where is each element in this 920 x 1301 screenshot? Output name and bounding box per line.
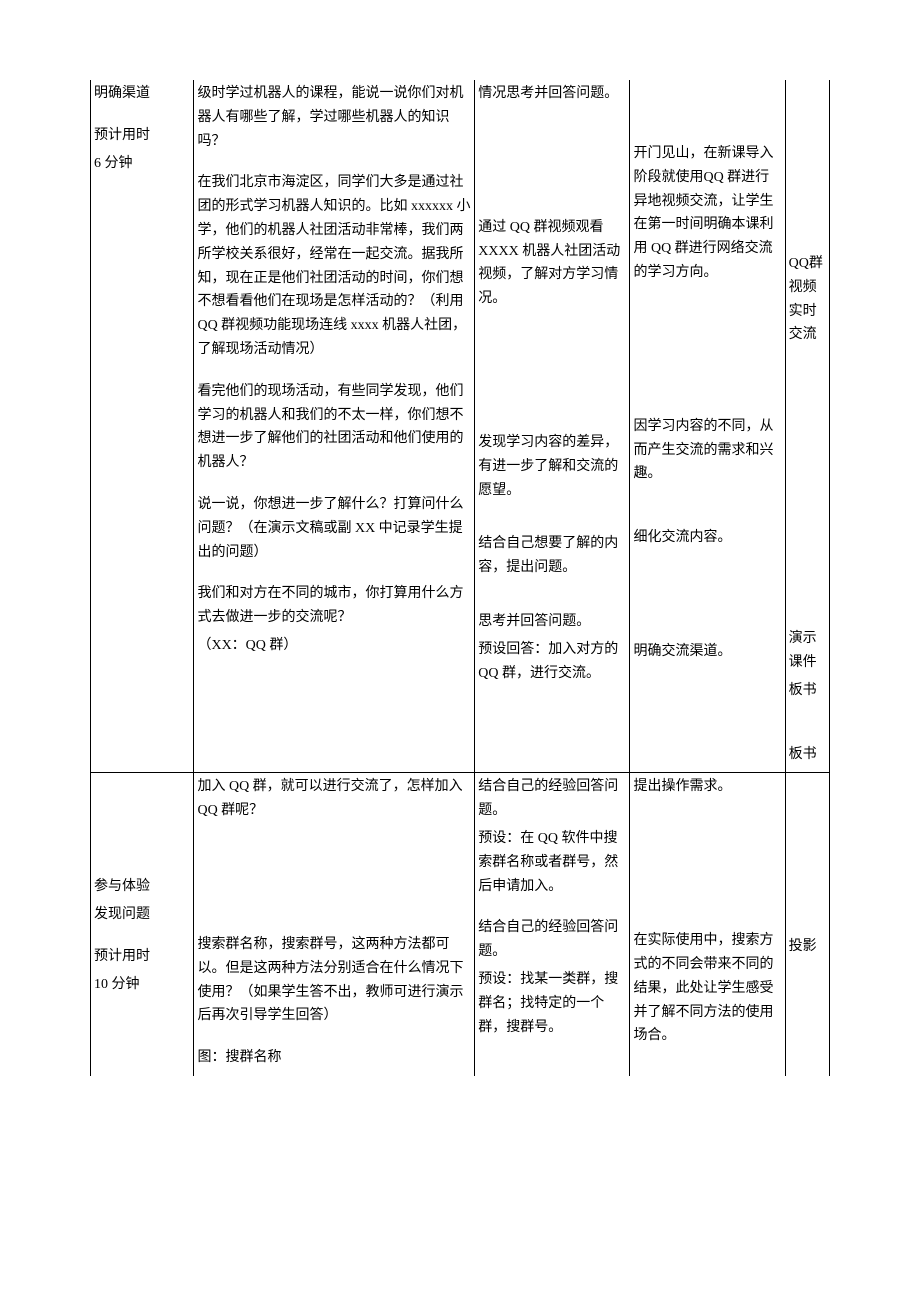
stage-time-value: 6 分钟: [94, 152, 190, 176]
para: 在我们北京市海淀区，同学们大多是通过社团的形式学习机器人知识的。比如 xxxxx…: [197, 171, 471, 361]
para: 情况思考并回答问题。: [478, 82, 626, 106]
document-page: 明确渠道 预计用时 6 分钟 级时学过机器人的课程，能说一说你们对机器人有哪些了…: [0, 0, 920, 1136]
stage-time-value: 10 分钟: [94, 973, 190, 997]
stage-label: 明确渠道: [94, 82, 190, 106]
para: 级时学过机器人的课程，能说一说你们对机器人有哪些了解，学过哪些机器人的知识吗？: [197, 82, 471, 153]
para: 在实际使用中，搜索方式的不同会带来不同的结果，此处让学生感受并了解不同方法的使用…: [633, 929, 781, 1048]
para: 我们和对方在不同的城市，你打算用什么方式去做进一步的交流呢？: [197, 582, 471, 630]
design-intent-cell: 开门见山，在新课导入阶段就使用QQ 群进行异地视频交流，让学生在第一时间明确本课…: [630, 80, 785, 773]
table-row: 参与体验 发现问题 预计用时 10 分钟 加入 QQ 群，就可以进行交流了，怎样…: [91, 773, 830, 1076]
para: 因学习内容的不同，从而产生交流的需求和兴趣。: [633, 415, 781, 486]
para: 思考并回答问题。: [478, 610, 626, 634]
student-activity-cell: 结合自己的经验回答问题。 预设：在 QQ 软件中搜索群名称或者群号，然后申请加入…: [475, 773, 630, 1076]
para: 板书: [789, 743, 826, 767]
student-activity-cell: 情况思考并回答问题。 通过 QQ 群视频观看 XXXX 机器人社团活动视频，了解…: [475, 80, 630, 773]
para: QQ群视频实时交流: [789, 252, 826, 347]
stage-label: 参与体验: [94, 875, 190, 899]
design-intent-cell: 提出操作需求。 在实际使用中，搜索方式的不同会带来不同的结果，此处让学生感受并了…: [630, 773, 785, 1076]
stage-time-label: 预计用时: [94, 124, 190, 148]
stage-label: 发现问题: [94, 903, 190, 927]
stage-time-label: 预计用时: [94, 945, 190, 969]
para: 图：搜群名称: [197, 1046, 471, 1070]
teacher-activity-cell: 级时学过机器人的课程，能说一说你们对机器人有哪些了解，学过哪些机器人的知识吗？ …: [194, 80, 475, 773]
para: 细化交流内容。: [633, 526, 781, 550]
para: 开门见山，在新课导入阶段就使用QQ 群进行异地视频交流，让学生在第一时间明确本课…: [633, 142, 781, 285]
stage-cell: 参与体验 发现问题 预计用时 10 分钟: [91, 773, 194, 1076]
para: 预设回答：加入对方的 QQ 群，进行交流。: [478, 638, 626, 686]
table-row: 明确渠道 预计用时 6 分钟 级时学过机器人的课程，能说一说你们对机器人有哪些了…: [91, 80, 830, 773]
teacher-activity-cell: 加入 QQ 群，就可以进行交流了，怎样加入 QQ 群呢？ 搜索群名称，搜索群号，…: [194, 773, 475, 1076]
para: 通过 QQ 群视频观看 XXXX 机器人社团活动视频，了解对方学习情况。: [478, 216, 626, 311]
resource-cell: 投影: [785, 773, 829, 1076]
para: 看完他们的现场活动，有些同学发现，他们学习的机器人和我们的不太一样，你们想不想进…: [197, 380, 471, 475]
lesson-plan-table: 明确渠道 预计用时 6 分钟 级时学过机器人的课程，能说一说你们对机器人有哪些了…: [90, 80, 830, 1076]
para: 演示课件: [789, 627, 826, 675]
para: 板书: [789, 679, 826, 703]
para: 说一说，你想进一步了解什么？打算问什么问题？（在演示文稿或副 XX 中记录学生提…: [197, 493, 471, 564]
para: 提出操作需求。: [633, 775, 781, 799]
resource-cell: QQ群视频实时交流 演示课件 板书 板书: [785, 80, 829, 773]
para: 发现学习内容的差异，有进一步了解和交流的愿望。: [478, 431, 626, 502]
para: 结合自己的经验回答问题。: [478, 916, 626, 964]
para: 投影: [789, 935, 826, 959]
para: 预设：在 QQ 软件中搜索群名称或者群号，然后申请加入。: [478, 827, 626, 898]
para: 结合自己想要了解的内容，提出问题。: [478, 532, 626, 580]
para: 加入 QQ 群，就可以进行交流了，怎样加入 QQ 群呢？: [197, 775, 471, 823]
para: 搜索群名称，搜索群号，这两种方法都可以。但是这两种方法分别适合在什么情况下使用？…: [197, 933, 471, 1028]
para: 结合自己的经验回答问题。: [478, 775, 626, 823]
para: （XX：QQ 群）: [197, 634, 471, 658]
para: 明确交流渠道。: [633, 640, 781, 664]
stage-cell: 明确渠道 预计用时 6 分钟: [91, 80, 194, 773]
para: 预设：找某一类群，搜群名；找特定的一个群，搜群号。: [478, 968, 626, 1039]
